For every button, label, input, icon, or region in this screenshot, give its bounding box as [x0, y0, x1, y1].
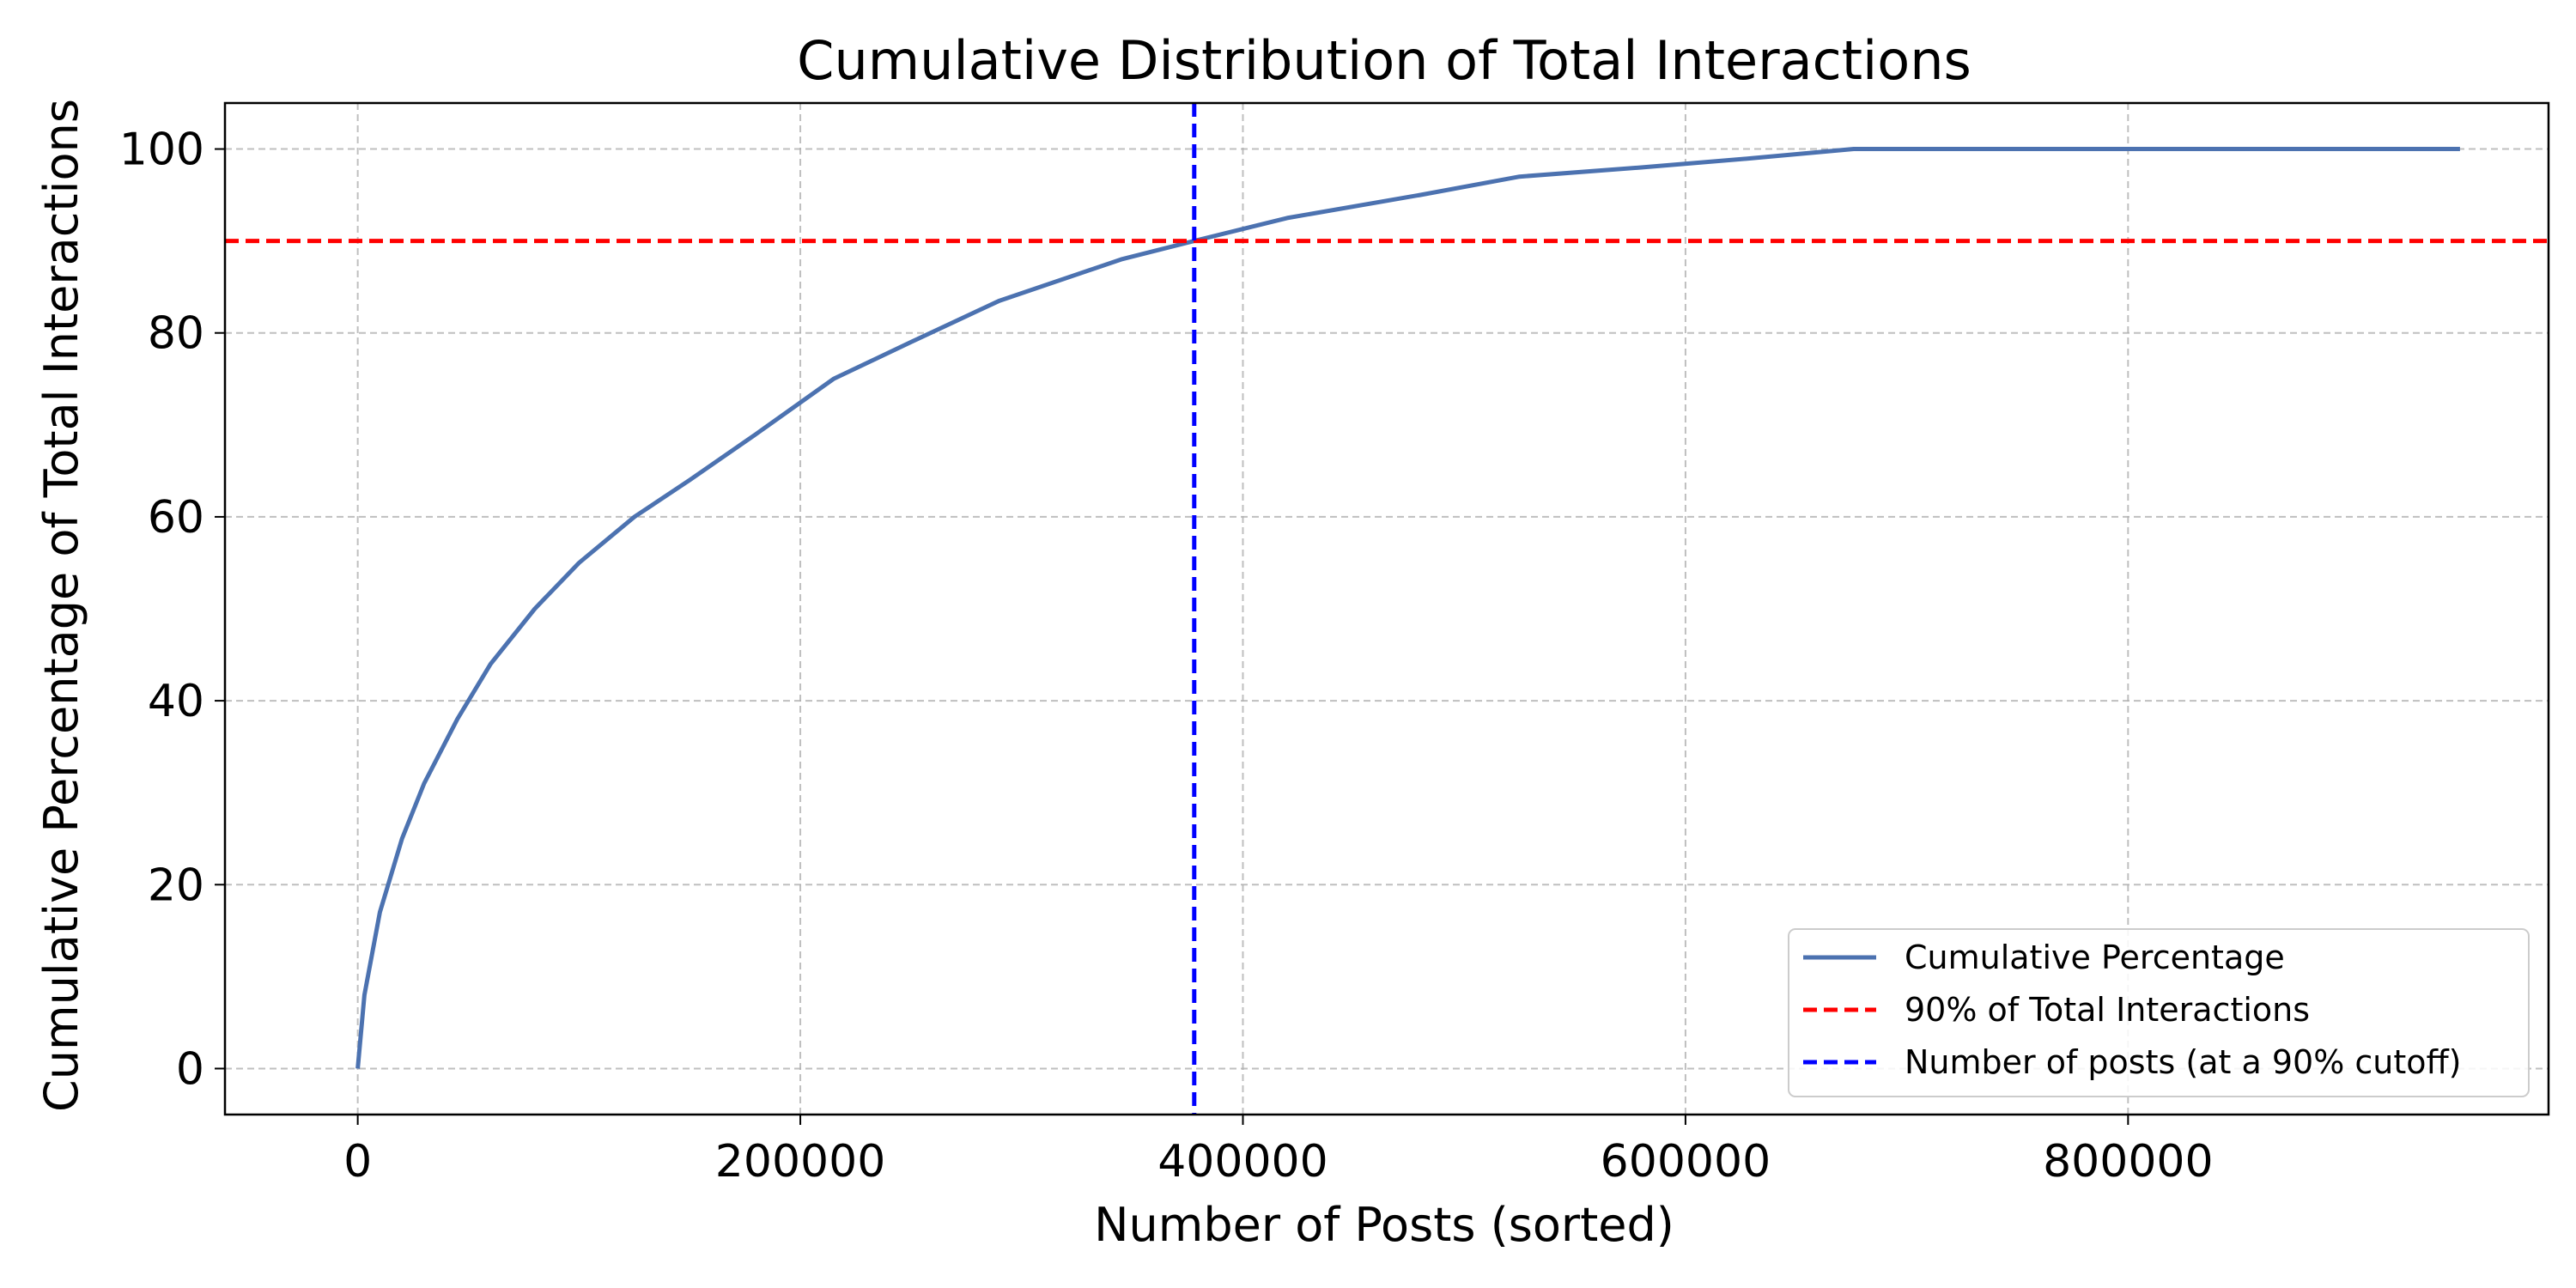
x-tick-label: 0: [343, 1136, 372, 1188]
x-axis-label: Number of Posts (sorted): [1094, 1198, 1674, 1252]
x-tick-label: 800000: [2043, 1136, 2214, 1188]
y-tick-label: 20: [148, 860, 204, 911]
y-axis-label: Cumulative Percentage of Total Interacti…: [34, 99, 88, 1112]
chart-title: Cumulative Distribution of Total Interac…: [797, 29, 1971, 92]
cumulative-percentage-line: [355, 147, 2460, 1069]
plot-area: [225, 103, 2549, 1115]
legend-box: [1788, 928, 2530, 1097]
y-axis-ticks: 0 20 40 60 80 100: [119, 125, 225, 1095]
y-tick-label: 40: [148, 676, 204, 727]
x-axis-ticks: 0 200000 400000 600000 800000: [343, 1115, 2214, 1188]
x-tick-label: 200000: [715, 1136, 886, 1188]
y-tick-label: 0: [176, 1043, 204, 1095]
y-tick-label: 100: [119, 125, 204, 176]
legend-label-cutoff-line: Number of posts (at a 90% cutoff): [1905, 1043, 2462, 1081]
y-tick-label: 60: [148, 492, 204, 544]
x-tick-label: 400000: [1157, 1136, 1328, 1188]
legend-label-cumulative-percentage: Cumulative Percentage: [1905, 939, 2285, 976]
legend: Cumulative Percentage 90% of Total Inter…: [1788, 928, 2530, 1097]
legend-label-90-percent-line: 90% of Total Interactions: [1905, 991, 2310, 1029]
x-tick-label: 600000: [1601, 1136, 1771, 1188]
plot-frame: [223, 101, 2550, 1116]
y-tick-label: 80: [148, 308, 204, 360]
